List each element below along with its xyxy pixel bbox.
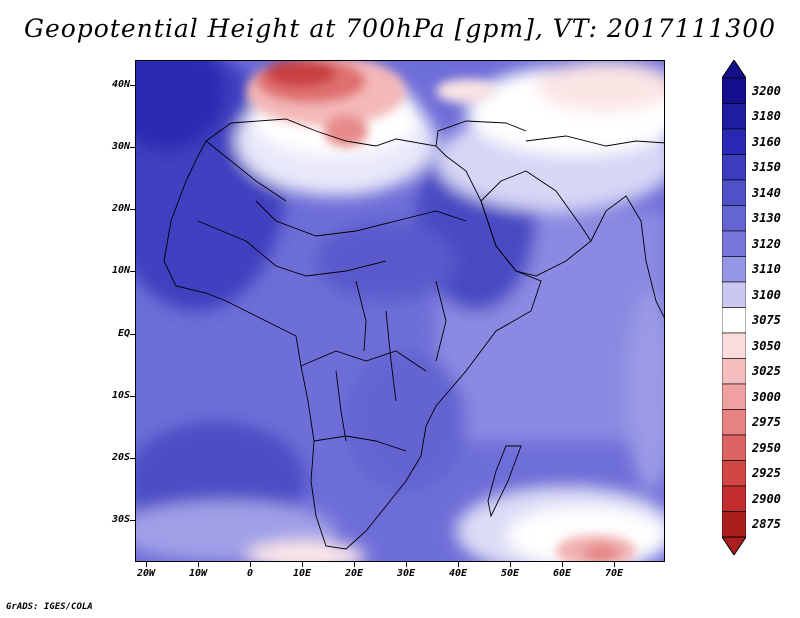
colorbar-label: 3160: [752, 134, 781, 149]
lon-label: 20E: [344, 568, 364, 579]
colorbar-label: 2925: [752, 466, 781, 481]
lat-label: 10S: [111, 390, 130, 401]
lon-tick: [198, 562, 199, 567]
map-plot-area: [135, 60, 665, 562]
colorbar-swatch: [722, 103, 746, 130]
colorbar-swatch: [722, 307, 746, 334]
colorbar-label: 3180: [752, 109, 781, 124]
lon-label: 70E: [604, 568, 624, 579]
lat-tick: [130, 458, 135, 459]
lat-label: EQ: [117, 328, 130, 339]
colorbar-swatch: [722, 383, 746, 410]
lon-label: 60E: [552, 568, 572, 579]
lat-tick: [130, 334, 135, 335]
colorbar-swatch: [722, 128, 746, 155]
colorbar-label: 3150: [752, 160, 781, 175]
lat-tick: [130, 209, 135, 210]
lat-tick: [130, 147, 135, 148]
colorbar-label: 3075: [752, 313, 781, 328]
lon-label: 40E: [448, 568, 468, 579]
colorbar-swatch: [722, 154, 746, 181]
lon-tick: [146, 562, 147, 567]
colorbar-label: 3110: [752, 262, 781, 277]
colorbar-label: 3100: [752, 287, 781, 302]
lat-tick: [130, 396, 135, 397]
lon-label: 30E: [396, 568, 416, 579]
colorbar-swatch: [722, 485, 746, 512]
lon-tick: [510, 562, 511, 567]
lat-tick: [130, 85, 135, 86]
lon-tick: [614, 562, 615, 567]
colorbar-label: 3200: [752, 83, 781, 98]
coastlines: [163, 118, 664, 550]
lon-tick: [406, 562, 407, 567]
colorbar-swatch: [722, 358, 746, 385]
lon-label: 20W: [136, 568, 156, 579]
colorbar: [722, 60, 746, 555]
lat-tick: [130, 271, 135, 272]
colorbar-swatch: [722, 230, 746, 257]
lat-tick: [130, 520, 135, 521]
lat-label: 20S: [111, 452, 130, 463]
lon-tick: [302, 562, 303, 567]
colorbar-label: 2900: [752, 491, 781, 506]
map-title: Geopotential Height at 700hPa [gpm], VT:…: [23, 14, 777, 43]
colorbar-swatch: [722, 205, 746, 232]
colorbar-label: 3000: [752, 389, 781, 404]
lon-tick: [250, 562, 251, 567]
colorbar-top-arrow: [722, 60, 746, 79]
colorbar-bottom-arrow: [722, 536, 746, 555]
colorbar-swatch: [722, 332, 746, 359]
lat-label: 10N: [111, 265, 130, 276]
field-highlights: [246, 61, 636, 561]
lat-label: 40N: [111, 79, 130, 90]
colorbar-swatch: [722, 179, 746, 206]
colorbar-swatch: [722, 460, 746, 487]
colorbar-label: 3120: [752, 236, 781, 251]
colorbar-swatch: [722, 434, 746, 461]
lat-label: 20N: [111, 203, 130, 214]
lon-label: 50E: [500, 568, 520, 579]
lon-tick: [354, 562, 355, 567]
colorbar-label: 2975: [752, 415, 781, 430]
colorbar-swatch: [722, 281, 746, 308]
colorbar-label: 3140: [752, 185, 781, 200]
colorbar-swatch: [722, 256, 746, 283]
grads-credit: GrADS: IGES/COLA: [6, 602, 93, 612]
lon-label: 10E: [292, 568, 312, 579]
lon-label: 10W: [188, 568, 208, 579]
colorbar-label: 2950: [752, 440, 781, 455]
colorbar-label: 3130: [752, 211, 781, 226]
colorbar-label: 3050: [752, 338, 781, 353]
colorbar-swatch: [722, 511, 746, 538]
colorbar-swatch: [722, 77, 746, 104]
lon-label: 0: [246, 568, 254, 579]
lat-label: 30N: [111, 141, 130, 152]
lon-tick: [562, 562, 563, 567]
colorbar-swatch: [722, 409, 746, 436]
lat-label: 30S: [111, 514, 130, 525]
colorbar-label: 3025: [752, 364, 781, 379]
colorbar-label: 2875: [752, 517, 781, 532]
lon-tick: [458, 562, 459, 567]
